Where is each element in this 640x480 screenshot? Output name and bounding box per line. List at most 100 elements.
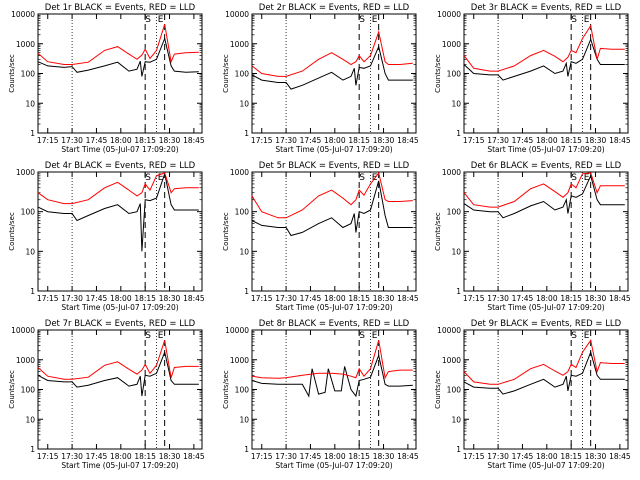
events-series-line (251, 180, 413, 237)
y-tick-label: 100 (447, 386, 462, 395)
x-tick-label: 17:30 (61, 136, 83, 145)
x-axis-label: Start Time (05-Jul-07 17:09:20) (275, 461, 392, 470)
x-tick-label: 18:15 (134, 136, 156, 145)
y-tick-label: 10 (239, 247, 249, 256)
panel-title: Det 1r BLACK = Events, RED = LLD (45, 3, 196, 13)
x-tick-label: 18:30 (373, 294, 395, 303)
x-tick-label: 17:45 (512, 452, 534, 461)
x-tick-label: 17:30 (275, 294, 297, 303)
y-axis-label: Counts/sec (434, 54, 442, 93)
x-tick-label: 17:15 (251, 294, 273, 303)
start-marker-label: S (571, 15, 577, 25)
lld-series-line (37, 340, 199, 380)
y-tick-label: 1000 (230, 356, 249, 365)
panel-frame (463, 171, 629, 292)
x-axis-label: Start Time (05-Jul-07 17:09:20) (487, 303, 604, 312)
x-tick-label: 18:30 (159, 452, 181, 461)
end-marker-label: E (584, 15, 590, 25)
y-axis-label: Counts/sec (222, 212, 230, 251)
x-tick-label: 18:45 (397, 136, 419, 145)
x-tick-label: 17:30 (275, 452, 297, 461)
x-tick-label: 18:00 (110, 452, 132, 461)
x-tick-label: 18:15 (348, 294, 370, 303)
x-tick-label: 18:30 (159, 136, 181, 145)
y-tick-label: 10 (25, 247, 35, 256)
end-marker-label: E (158, 331, 164, 341)
x-tick-label: 18:15 (348, 452, 370, 461)
panel-title: Det 5r BLACK = Events, RED = LLD (259, 161, 410, 171)
y-tick-label: 1000 (442, 356, 461, 365)
events-series-line (251, 353, 413, 398)
y-tick-label: 10 (451, 415, 461, 424)
start-marker-label: S (571, 173, 577, 183)
panel-title: Det 6r BLACK = Events, RED = LLD (471, 161, 622, 171)
x-tick-label: 18:15 (348, 136, 370, 145)
end-marker-label: E (158, 15, 164, 25)
lld-series-line (251, 340, 413, 380)
y-axis-label: Counts/sec (434, 370, 442, 409)
start-marker-label: S (359, 331, 365, 341)
end-marker-label: E (158, 173, 164, 183)
y-tick-label: 10000 (11, 10, 35, 19)
panel-frame (463, 13, 629, 134)
panel-title: Det 3r BLACK = Events, RED = LLD (471, 3, 622, 13)
start-marker-label: S (359, 15, 365, 25)
x-axis-label: Start Time (05-Jul-07 17:09:20) (61, 461, 178, 470)
lld-series-line (463, 24, 625, 72)
y-axis-label: Counts/sec (8, 370, 16, 409)
x-tick-label: 17:45 (86, 452, 108, 461)
y-tick-label: 1000 (16, 356, 35, 365)
x-tick-label: 18:15 (560, 294, 582, 303)
events-series-line (37, 171, 199, 252)
panel-title: Det 2r BLACK = Events, RED = LLD (259, 3, 410, 13)
y-tick-label: 10 (25, 415, 35, 424)
x-tick-label: 18:45 (183, 294, 205, 303)
panel-frame (463, 329, 629, 450)
lld-series-line (37, 24, 199, 65)
x-tick-label: 17:15 (463, 452, 485, 461)
end-marker-label: E (584, 331, 590, 341)
y-tick-label: 1 (456, 129, 461, 138)
y-tick-label: 1 (30, 445, 35, 454)
x-tick-label: 18:45 (609, 136, 631, 145)
lld-series-line (463, 339, 625, 385)
x-tick-label: 18:45 (609, 294, 631, 303)
x-tick-label: 17:45 (512, 136, 534, 145)
x-axis-label: Start Time (05-Jul-07 17:09:20) (275, 303, 392, 312)
x-tick-label: 18:00 (536, 452, 558, 461)
y-tick-label: 1000 (442, 40, 461, 49)
panel-frame (37, 329, 203, 450)
x-tick-label: 17:15 (251, 136, 273, 145)
end-marker-label: E (584, 173, 590, 183)
y-tick-label: 1 (244, 445, 249, 454)
y-tick-label: 100 (21, 386, 36, 395)
y-tick-label: 100 (235, 208, 250, 217)
events-series-line (463, 350, 625, 395)
x-tick-label: 18:45 (397, 452, 419, 461)
x-tick-label: 17:45 (300, 294, 322, 303)
panel-frame (37, 13, 203, 134)
x-tick-label: 18:30 (373, 136, 395, 145)
x-tick-label: 18:30 (585, 136, 607, 145)
x-axis-label: Start Time (05-Jul-07 17:09:20) (487, 461, 604, 470)
y-tick-label: 10 (239, 99, 249, 108)
lld-series-line (37, 172, 199, 205)
x-tick-label: 17:15 (251, 452, 273, 461)
y-axis-label: Counts/sec (434, 212, 442, 251)
x-tick-label: 17:30 (487, 452, 509, 461)
x-tick-label: 18:45 (183, 136, 205, 145)
x-tick-label: 17:30 (487, 294, 509, 303)
y-tick-label: 100 (447, 208, 462, 217)
y-tick-label: 1 (30, 287, 35, 296)
events-series-line (251, 45, 413, 90)
x-tick-label: 18:45 (183, 452, 205, 461)
x-tick-label: 17:15 (37, 294, 59, 303)
y-axis-label: Counts/sec (222, 54, 230, 93)
x-tick-label: 18:00 (324, 136, 346, 145)
y-tick-label: 1000 (230, 40, 249, 49)
y-tick-label: 10000 (437, 10, 461, 19)
x-tick-label: 18:00 (324, 452, 346, 461)
lld-series-line (251, 30, 413, 77)
panel-title: Det 8r BLACK = Events, RED = LLD (259, 319, 410, 329)
